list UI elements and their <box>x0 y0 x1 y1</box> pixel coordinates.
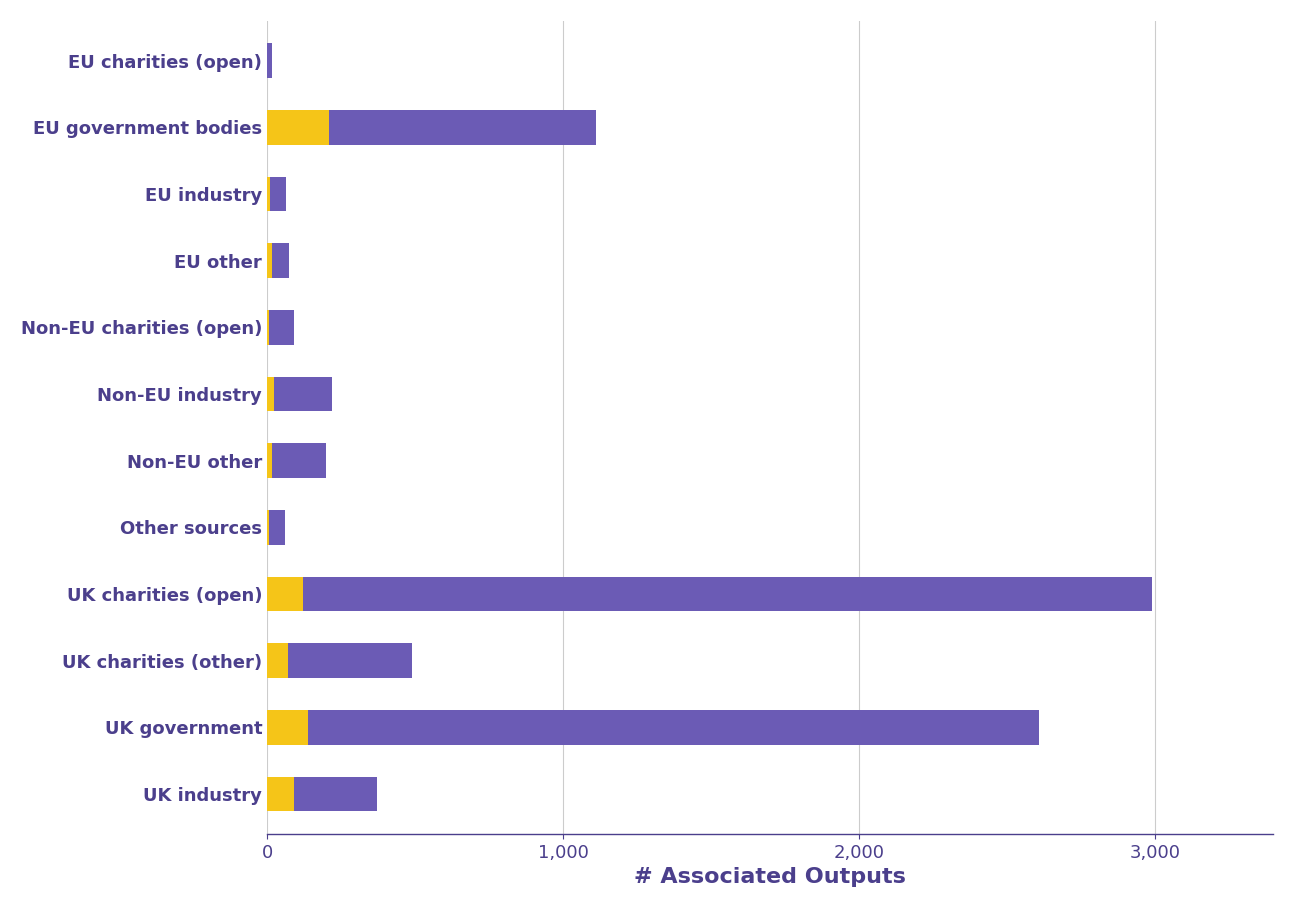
Bar <box>267 510 269 545</box>
Bar <box>329 110 595 144</box>
Bar <box>267 243 272 278</box>
Bar <box>267 776 294 811</box>
Bar <box>267 177 270 212</box>
Bar <box>272 443 326 478</box>
Bar <box>267 643 287 678</box>
Bar <box>267 110 329 144</box>
X-axis label: # Associated Outputs: # Associated Outputs <box>634 867 906 887</box>
Bar <box>270 177 286 212</box>
Bar <box>303 577 1152 611</box>
Bar <box>267 377 274 411</box>
Bar <box>269 510 285 545</box>
Bar <box>308 710 1039 745</box>
Bar <box>267 443 272 478</box>
Bar <box>274 377 333 411</box>
Bar <box>267 44 273 78</box>
Bar <box>269 310 294 345</box>
Bar <box>287 643 411 678</box>
Bar <box>267 577 303 611</box>
Bar <box>267 710 308 745</box>
Bar <box>272 243 290 278</box>
Bar <box>267 310 269 345</box>
Bar <box>294 776 377 811</box>
